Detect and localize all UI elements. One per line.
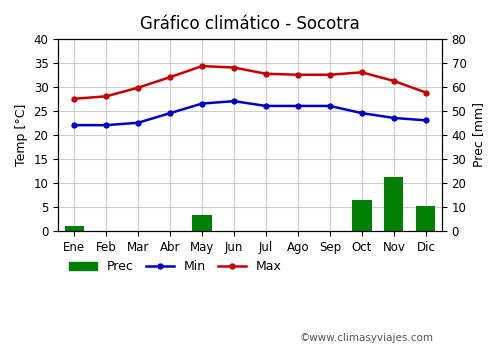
Text: ©www.climasyviajes.com: ©www.climasyviajes.com [300,333,434,343]
Bar [384,177,404,231]
Title: Gráfico climático - Socotra: Gráfico climático - Socotra [140,15,360,33]
Bar [192,215,212,231]
Y-axis label: Prec [mm]: Prec [mm] [472,102,485,167]
Legend: Prec, Min, Max: Prec, Min, Max [64,255,287,278]
Bar [64,226,84,231]
Bar [352,200,372,231]
Bar [416,206,436,231]
Y-axis label: Temp [°C]: Temp [°C] [15,104,28,166]
